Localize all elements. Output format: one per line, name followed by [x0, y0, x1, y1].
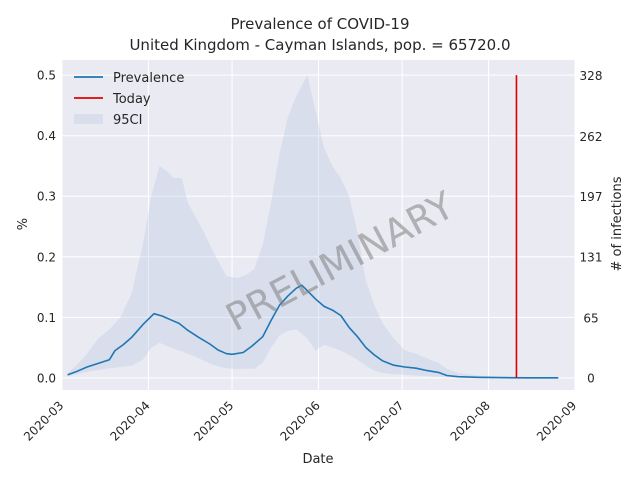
- y-right-tick-label: 131: [580, 251, 603, 265]
- y-tick-label: 0.5: [37, 69, 56, 83]
- x-tick-label: 2020-09: [534, 398, 579, 443]
- legend-prevalence-label: Prevalence: [113, 71, 184, 86]
- x-tick-label: 2020-07: [361, 398, 406, 443]
- legend-95ci-label: 95CI: [113, 113, 142, 128]
- x-tick-labels: 2020-03 2020-04 2020-05 2020-06 2020-07 2020-…: [21, 398, 579, 443]
- x-tick-label: 2020-03: [21, 398, 66, 443]
- x-tick-label: 2020-08: [448, 398, 493, 443]
- x-tick-label: 2020-05: [191, 398, 236, 443]
- y-right-tick-label: 0: [587, 371, 595, 385]
- series-line-prevalence: [67, 284, 559, 379]
- ci-band: [67, 75, 559, 378]
- legend: Prevalence Today 95CI: [74, 71, 184, 128]
- y-right-tick-labels: 0 65 131 197 262 328: [580, 69, 603, 385]
- y-axis-label: %: [16, 218, 31, 230]
- chart-subtitle: United Kingdom - Cayman Islands, pop. = …: [129, 36, 510, 54]
- y-right-tick-label: 197: [580, 190, 603, 204]
- y-tick-labels: 0.0 0.1 0.2 0.3 0.4 0.5: [37, 69, 56, 386]
- y-tick-label: 0.3: [37, 190, 56, 204]
- ci-band-layer: [67, 75, 559, 378]
- chart-title: Prevalence of COVID-19: [230, 15, 409, 33]
- y-right-tick-label: 262: [580, 130, 603, 144]
- y-tick-label: 0.0: [37, 371, 56, 385]
- legend-today-label: Today: [112, 92, 151, 107]
- series-layer: [67, 284, 559, 379]
- x-axis-label: Date: [302, 452, 333, 467]
- y-tick-label: 0.1: [37, 311, 56, 325]
- y-right-tick-label: 328: [580, 69, 603, 83]
- y-right-axis-label: # of infections: [610, 176, 625, 271]
- legend-95ci-swatch: [74, 114, 103, 124]
- x-tick-label: 2020-04: [107, 398, 152, 443]
- y-tick-label: 0.4: [37, 129, 56, 143]
- x-tick-label: 2020-06: [277, 398, 322, 443]
- y-tick-label: 0.2: [37, 250, 56, 264]
- y-right-tick-label: 65: [583, 312, 598, 326]
- grid: [61, 60, 576, 390]
